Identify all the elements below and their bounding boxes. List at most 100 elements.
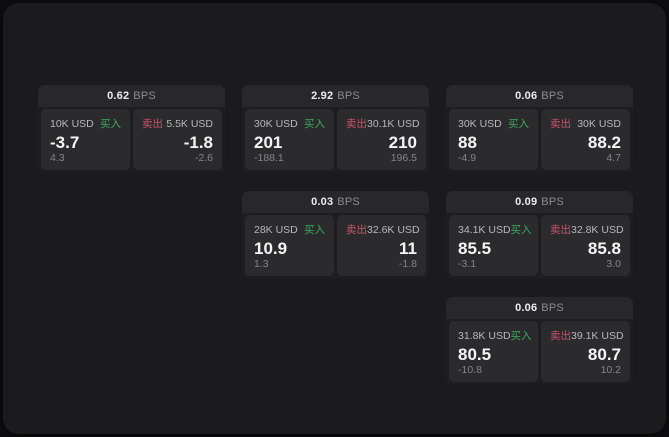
- sell-panel-top: 卖出 39.1K USD: [550, 328, 624, 343]
- card-header: 0.06 BPS: [446, 85, 633, 107]
- sell-change: 196.5: [390, 152, 417, 164]
- buy-notional: 10K USD: [50, 118, 94, 130]
- sell-change: -1.8: [398, 258, 417, 270]
- sell-notional: 39.1K USD: [571, 330, 624, 342]
- sell-change: 4.7: [606, 152, 621, 164]
- buy-notional: 31.8K USD: [458, 330, 511, 342]
- spread-bps-value: 0.09: [515, 196, 538, 208]
- buy-change: 1.3: [254, 258, 269, 270]
- sell-panel-top: 卖出 5.5K USD: [142, 116, 213, 131]
- quote-card: 2.92 BPS 30K USD 买入 201 -188.1 卖出 30.1K …: [242, 85, 429, 173]
- quote-card: 0.06 BPS 30K USD 买入 88 -4.9 卖出 30K USD 8…: [446, 85, 633, 173]
- sell-notional: 30K USD: [577, 118, 621, 130]
- buy-panel-top: 28K USD 买入: [254, 222, 325, 237]
- sell-panel[interactable]: 卖出 30K USD 88.2 4.7: [541, 109, 630, 170]
- sell-side-label: 卖出: [346, 224, 367, 236]
- card-header: 0.09 BPS: [446, 191, 633, 213]
- spread-bps-value: 2.92: [311, 90, 334, 102]
- sell-notional: 30.1K USD: [367, 118, 420, 130]
- sell-change: 10.2: [600, 364, 621, 376]
- sell-panel[interactable]: 卖出 5.5K USD -1.8 -2.6: [133, 109, 222, 170]
- buy-change: 4.3: [50, 152, 65, 164]
- buy-panel[interactable]: 31.8K USD 买入 80.5 -10.8: [449, 321, 538, 382]
- sell-notional: 5.5K USD: [166, 118, 213, 130]
- buy-panel[interactable]: 28K USD 买入 10.9 1.3: [245, 215, 334, 276]
- buy-side-label: 买入: [100, 118, 121, 130]
- sell-side-label: 卖出: [550, 118, 571, 130]
- sell-price: -1.8: [183, 132, 213, 152]
- card-header: 0.03 BPS: [242, 191, 429, 213]
- bps-unit-label: BPS: [337, 90, 360, 102]
- sell-panel-top: 卖出 30.1K USD: [346, 116, 420, 131]
- buy-price: 201: [254, 132, 283, 152]
- sell-price: 88.2: [587, 132, 621, 152]
- buy-side-label: 买入: [508, 118, 529, 130]
- bps-unit-label: BPS: [541, 90, 564, 102]
- sell-panel-top: 卖出 32.6K USD: [346, 222, 420, 237]
- card-header: 0.62 BPS: [38, 85, 225, 107]
- sell-side-label: 卖出: [550, 330, 571, 342]
- bps-unit-label: BPS: [337, 196, 360, 208]
- quote-card: 0.03 BPS 28K USD 买入 10.9 1.3 卖出 32.6K US…: [242, 191, 429, 279]
- buy-change: -10.8: [458, 364, 482, 376]
- buy-price: 10.9: [254, 238, 288, 258]
- buy-panel-top: 31.8K USD 买入: [458, 328, 532, 343]
- sell-panel-top: 卖出 30K USD: [550, 116, 621, 131]
- buy-price: -3.7: [50, 132, 80, 152]
- bps-unit-label: BPS: [133, 90, 156, 102]
- sell-panel[interactable]: 卖出 30.1K USD 210 196.5: [337, 109, 426, 170]
- card-body: 10K USD 买入 -3.7 4.3 卖出 5.5K USD -1.8 -2.…: [38, 107, 225, 173]
- sell-side-label: 卖出: [142, 118, 163, 130]
- card-header: 2.92 BPS: [242, 85, 429, 107]
- sell-price: 11: [399, 238, 417, 258]
- buy-notional: 30K USD: [458, 118, 502, 130]
- buy-side-label: 买入: [304, 118, 325, 130]
- card-body: 30K USD 买入 201 -188.1 卖出 30.1K USD 210 1…: [242, 107, 429, 173]
- buy-side-label: 买入: [304, 224, 325, 236]
- card-body: 30K USD 买入 88 -4.9 卖出 30K USD 88.2 4.7: [446, 107, 633, 173]
- buy-panel[interactable]: 30K USD 买入 201 -188.1: [245, 109, 334, 170]
- buy-change: -4.9: [458, 152, 477, 164]
- spread-bps-value: 0.06: [515, 90, 538, 102]
- sell-change: 3.0: [606, 258, 621, 270]
- sell-panel[interactable]: 卖出 39.1K USD 80.7 10.2: [541, 321, 630, 382]
- bps-unit-label: BPS: [541, 196, 564, 208]
- sell-notional: 32.6K USD: [367, 224, 420, 236]
- buy-change: -3.1: [458, 258, 477, 270]
- buy-panel[interactable]: 10K USD 买入 -3.7 4.3: [41, 109, 130, 170]
- buy-panel[interactable]: 30K USD 买入 88 -4.9: [449, 109, 538, 170]
- buy-panel-top: 34.1K USD 买入: [458, 222, 532, 237]
- buy-panel-top: 30K USD 买入: [458, 116, 529, 131]
- quote-card: 0.09 BPS 34.1K USD 买入 85.5 -3.1 卖出 32.8K…: [446, 191, 633, 279]
- bps-unit-label: BPS: [541, 302, 564, 314]
- buy-panel-top: 30K USD 买入: [254, 116, 325, 131]
- buy-panel-top: 10K USD 买入: [50, 116, 121, 131]
- buy-price: 88: [458, 132, 477, 152]
- buy-notional: 30K USD: [254, 118, 298, 130]
- quote-card: 0.06 BPS 31.8K USD 买入 80.5 -10.8 卖出 39.1…: [446, 297, 633, 385]
- card-body: 31.8K USD 买入 80.5 -10.8 卖出 39.1K USD 80.…: [446, 319, 633, 385]
- buy-price: 85.5: [458, 238, 492, 258]
- buy-notional: 28K USD: [254, 224, 298, 236]
- sell-notional: 32.8K USD: [571, 224, 624, 236]
- spread-bps-value: 0.62: [107, 90, 130, 102]
- buy-side-label: 买入: [510, 224, 532, 236]
- sell-price: 85.8: [587, 238, 621, 258]
- buy-side-label: 买入: [510, 330, 532, 342]
- buy-panel[interactable]: 34.1K USD 买入 85.5 -3.1: [449, 215, 538, 276]
- sell-panel[interactable]: 卖出 32.6K USD 11 -1.8: [337, 215, 426, 276]
- card-body: 28K USD 买入 10.9 1.3 卖出 32.6K USD 11 -1.8: [242, 213, 429, 279]
- spread-bps-value: 0.06: [515, 302, 538, 314]
- sell-price: 210: [388, 132, 417, 152]
- quote-card: 0.62 BPS 10K USD 买入 -3.7 4.3 卖出 5.5K USD…: [38, 85, 225, 173]
- buy-change: -188.1: [254, 152, 284, 164]
- card-body: 34.1K USD 买入 85.5 -3.1 卖出 32.8K USD 85.8…: [446, 213, 633, 279]
- app-surface: 0.62 BPS 10K USD 买入 -3.7 4.3 卖出 5.5K USD…: [3, 3, 666, 434]
- sell-price: 80.7: [587, 344, 621, 364]
- sell-panel[interactable]: 卖出 32.8K USD 85.8 3.0: [541, 215, 630, 276]
- sell-panel-top: 卖出 32.8K USD: [550, 222, 624, 237]
- buy-price: 80.5: [458, 344, 492, 364]
- quote-grid: 0.62 BPS 10K USD 买入 -3.7 4.3 卖出 5.5K USD…: [38, 85, 633, 385]
- sell-side-label: 卖出: [550, 224, 571, 236]
